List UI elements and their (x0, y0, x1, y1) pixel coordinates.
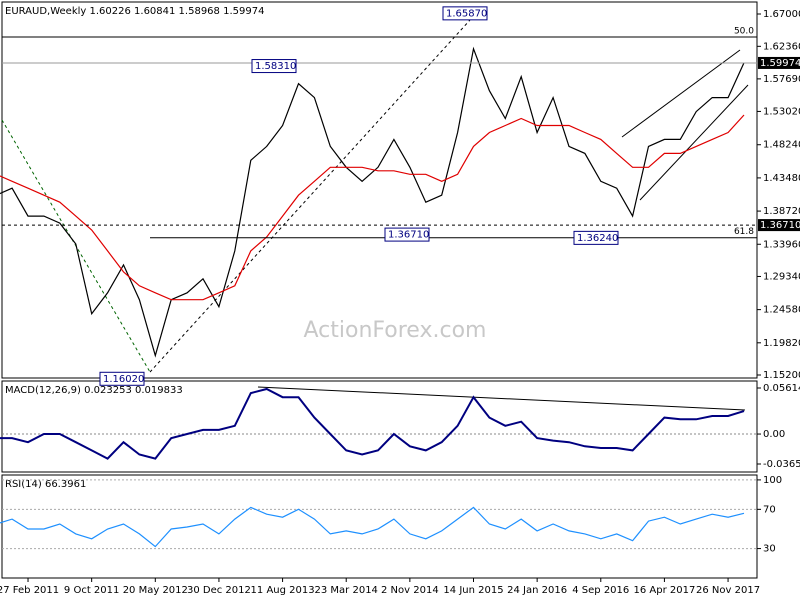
pivot-box (573, 230, 619, 245)
y-tick-label: 1.57690 (763, 74, 800, 85)
price-title: EURAUD,Weekly 1.60226 1.60841 1.58968 1.… (5, 6, 264, 17)
watermark: ActionForex.com (304, 318, 487, 343)
y-tick-label: 1.33960 (763, 239, 800, 250)
y-tick-label: 1.15200 (763, 370, 800, 381)
price-panel (1, 1, 758, 379)
x-tick-label: 23 Mar 2014 (315, 585, 378, 596)
x-tick-label: 14 Jun 2015 (443, 585, 503, 596)
pivot-label: 1.65870 (446, 8, 487, 19)
price-tag-label: 1.59974 (760, 58, 800, 69)
y-tick-label: 1.43480 (763, 173, 800, 184)
y-tick-label: 1.48240 (763, 140, 800, 151)
pivot-box (442, 6, 488, 21)
y-tick-label: -0.036548 (763, 459, 800, 470)
rsi-title: RSI(14) 66.3961 (5, 479, 86, 490)
pivot-label: 1.36240 (577, 233, 618, 244)
trend-line (149, 19, 471, 373)
pivot-box (251, 59, 297, 74)
series-line (0, 387, 745, 460)
x-tick-label: 30 Dec 2012 (187, 585, 251, 596)
x-tick-label: 9 Oct 2011 (64, 585, 119, 596)
x-tick-label: 2 Nov 2014 (381, 585, 439, 596)
y-tick-label: 1.67000 (763, 9, 800, 20)
macd-panel (1, 380, 758, 473)
y-tick-label: 1.29340 (763, 271, 800, 282)
series-line (0, 506, 745, 548)
y-tick-label: 30 (763, 544, 776, 555)
price-tag-label: 1.36710 (760, 220, 800, 231)
x-tick-label: 11 Aug 2013 (251, 585, 315, 596)
pivot-label: 1.58310 (255, 61, 296, 72)
price-tag (758, 56, 800, 69)
series-line (0, 114, 745, 301)
series-line (0, 46, 745, 358)
rsi-panel (1, 474, 758, 579)
x-tick-label: 16 Apr 2017 (633, 585, 695, 596)
y-tick-label: 1.62360 (763, 41, 800, 52)
fib-label: 61.8 (734, 227, 754, 237)
channel-line (621, 49, 741, 138)
y-tick-label: 1.19820 (763, 338, 800, 349)
plot-area (0, 36, 757, 550)
x-tick-label: 24 Jan 2016 (507, 585, 567, 596)
y-tick-label: 70 (763, 504, 776, 515)
y-tick-label: 0.00 (763, 429, 785, 440)
y-tick-label: 100 (763, 475, 782, 486)
pivot-box (99, 371, 145, 386)
y-tick-label: 1.38720 (763, 206, 800, 217)
channel-line (639, 84, 749, 201)
macd-trend-line (257, 386, 746, 411)
x-tick-label: 20 May 2012 (123, 585, 188, 596)
x-tick-label: 27 Feb 2011 (0, 585, 59, 596)
macd-title: MACD(12,26,9) 0.023253 0.019833 (5, 385, 183, 396)
price-tag (758, 219, 800, 232)
y-tick-label: 1.53020 (763, 106, 800, 117)
pivot-box (384, 227, 430, 242)
y-tick-label: 1.24580 (763, 305, 800, 316)
pivot-label: 1.36710 (388, 230, 429, 241)
x-tick-label: 4 Sep 2016 (572, 585, 629, 596)
fib-label: 50.0 (734, 26, 754, 36)
x-tick-label: 26 Nov 2017 (696, 585, 760, 596)
y-tick-label: 0.056148 (763, 383, 800, 394)
pivot-label: 1.16020 (103, 374, 144, 385)
